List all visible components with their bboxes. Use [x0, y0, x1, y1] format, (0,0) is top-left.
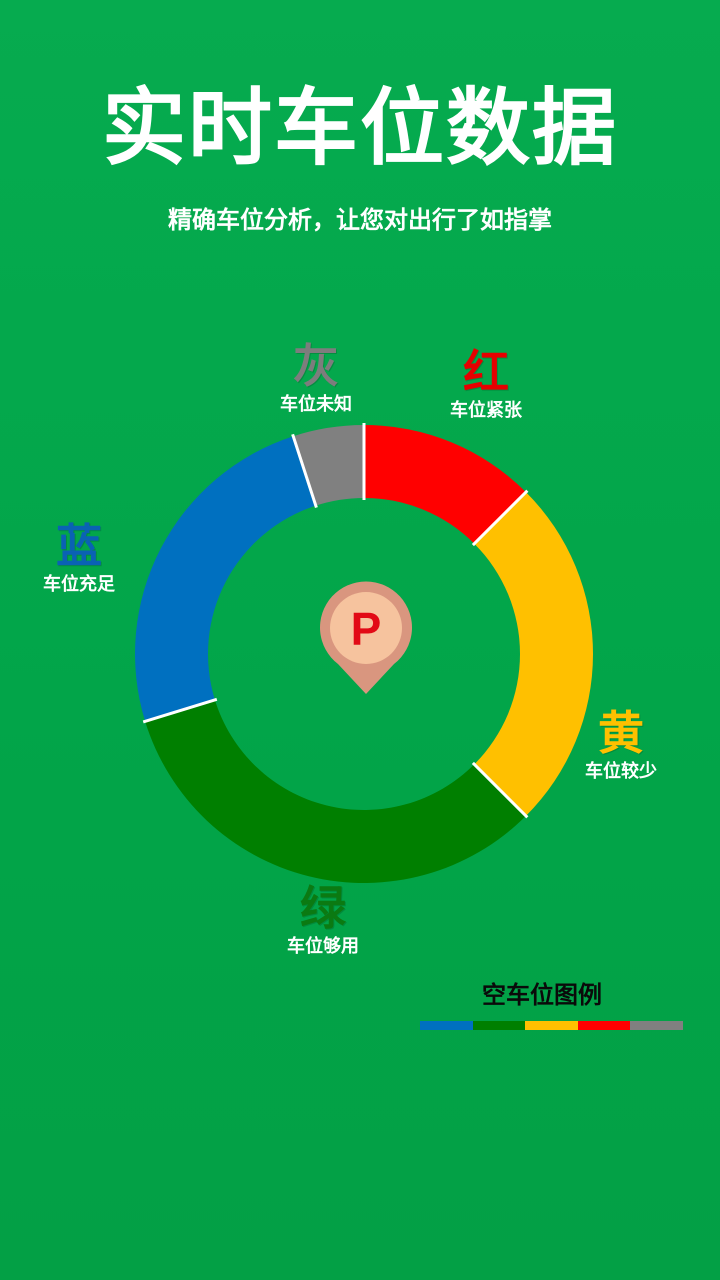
segment-divider [291, 433, 318, 509]
legend-swatch-2 [525, 1021, 578, 1030]
legend-gray: 灰 车位未知 [251, 340, 381, 418]
parking-pin-icon: P [320, 581, 413, 694]
donut-segment-gray [293, 425, 364, 506]
page-title: 实时车位数据 [101, 79, 618, 177]
red-char: 红 [463, 345, 509, 399]
gray-label: 车位未知 [280, 394, 352, 415]
page-subtitle: 精确车位分析，让您对出行了如指掌 [168, 206, 552, 234]
green-label: 车位够用 [287, 936, 359, 957]
gray-char: 灰 [293, 339, 339, 393]
legend-title: 空车位图例 [482, 981, 602, 1009]
red-label: 车位紧张 [450, 400, 522, 421]
yellow-label: 车位较少 [585, 761, 657, 782]
donut-segment-yellow [474, 492, 593, 816]
legend-swatch-1 [472, 1021, 526, 1030]
legend-blue: 蓝 车位充足 [14, 520, 144, 598]
donut-segment-red [364, 425, 526, 544]
donut-segment-blue [135, 436, 316, 722]
legend-swatch-3 [577, 1021, 631, 1030]
legend-color-bar [420, 1021, 683, 1030]
yellow-char: 黄 [598, 706, 644, 760]
segment-divider [471, 489, 529, 547]
blue-char: 蓝 [56, 519, 102, 573]
legend-swatch-0 [420, 1021, 473, 1030]
green-char: 绿 [300, 881, 346, 935]
legend-yellow: 黄 车位较少 [556, 707, 686, 785]
legend-green: 绿 车位够用 [258, 882, 388, 960]
parking-letter: P [351, 603, 382, 655]
legend-red: 红 车位紧张 [421, 346, 551, 424]
legend-swatch-4 [630, 1021, 683, 1030]
blue-label: 车位充足 [43, 574, 115, 595]
donut-segment-green [145, 699, 526, 883]
segment-divider [142, 697, 218, 724]
segment-divider [471, 761, 529, 819]
